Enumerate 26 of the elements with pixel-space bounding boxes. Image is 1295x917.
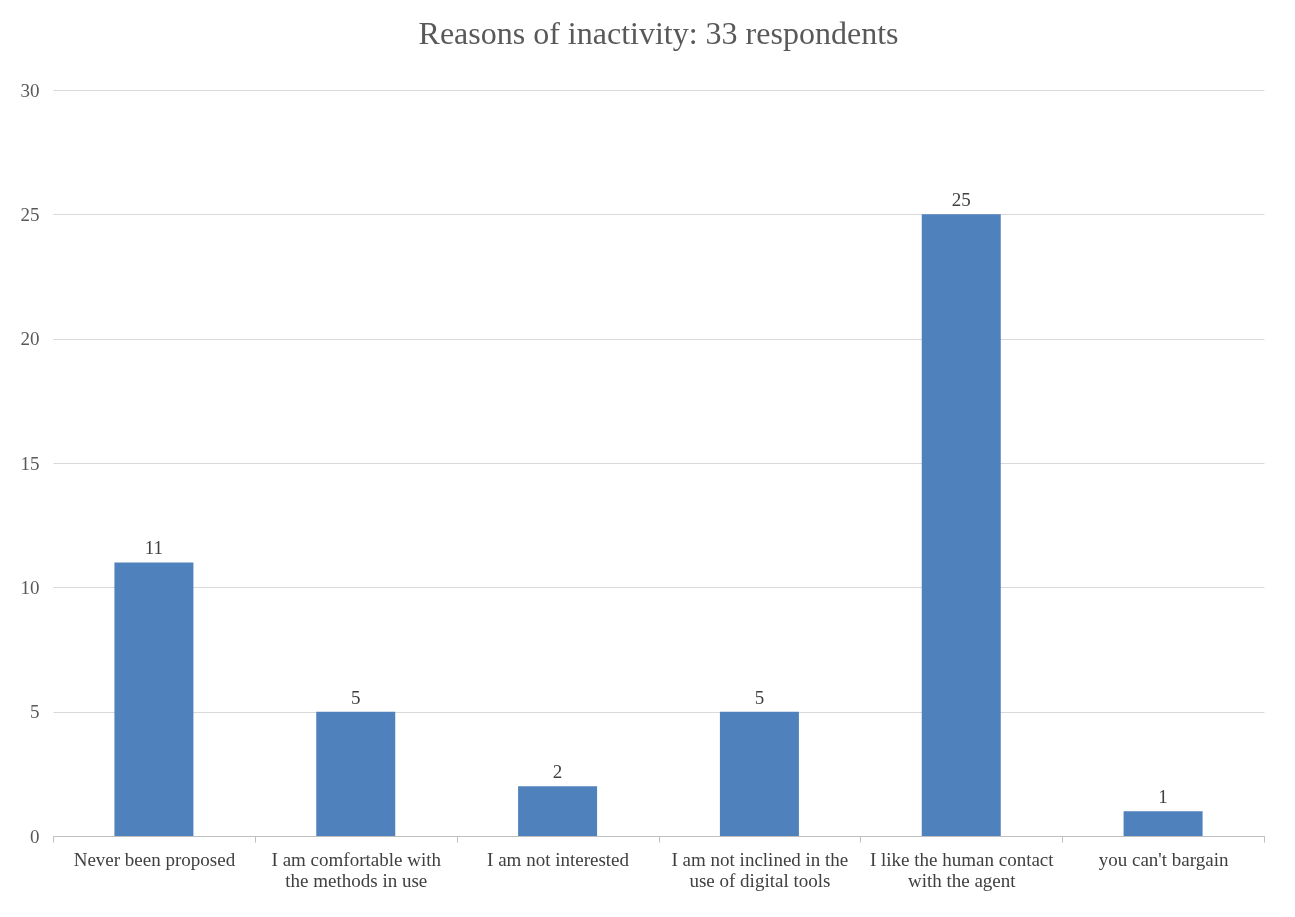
y-tick-label: 30 — [20, 79, 40, 101]
x-tick-label: Never been proposed — [73, 848, 236, 870]
x-tick-label: I am not interested — [487, 848, 630, 870]
data-label: 25 — [951, 189, 971, 211]
bar — [316, 711, 396, 836]
y-tick-label: 5 — [30, 701, 40, 723]
y-tick-label: 0 — [30, 825, 40, 847]
data-label: 5 — [754, 686, 765, 708]
data-label: 11 — [144, 537, 164, 559]
data-label: 5 — [351, 686, 361, 708]
data-label: 1 — [1158, 786, 1168, 808]
y-tick-label: 25 — [20, 203, 40, 225]
x-tick-label: you can't bargain — [1098, 848, 1229, 870]
bar — [114, 562, 194, 836]
y-tick-label: 20 — [20, 328, 40, 350]
x-tick-label: I am not inclined in the use of digital tools — [671, 848, 849, 891]
bar — [719, 711, 799, 836]
bar — [518, 786, 598, 836]
y-tick-label: 10 — [20, 576, 40, 598]
bar — [1123, 811, 1203, 836]
x-tick-label: I am comfortable with the methods in use — [271, 848, 442, 891]
bar — [921, 214, 1001, 836]
x-tick-label: I like the human contact with the agent — [869, 848, 1055, 891]
data-label: 2 — [552, 761, 563, 783]
chart-title: Reasons of inactivity: 33 respondents — [418, 15, 899, 51]
y-tick-label: 15 — [20, 452, 40, 474]
